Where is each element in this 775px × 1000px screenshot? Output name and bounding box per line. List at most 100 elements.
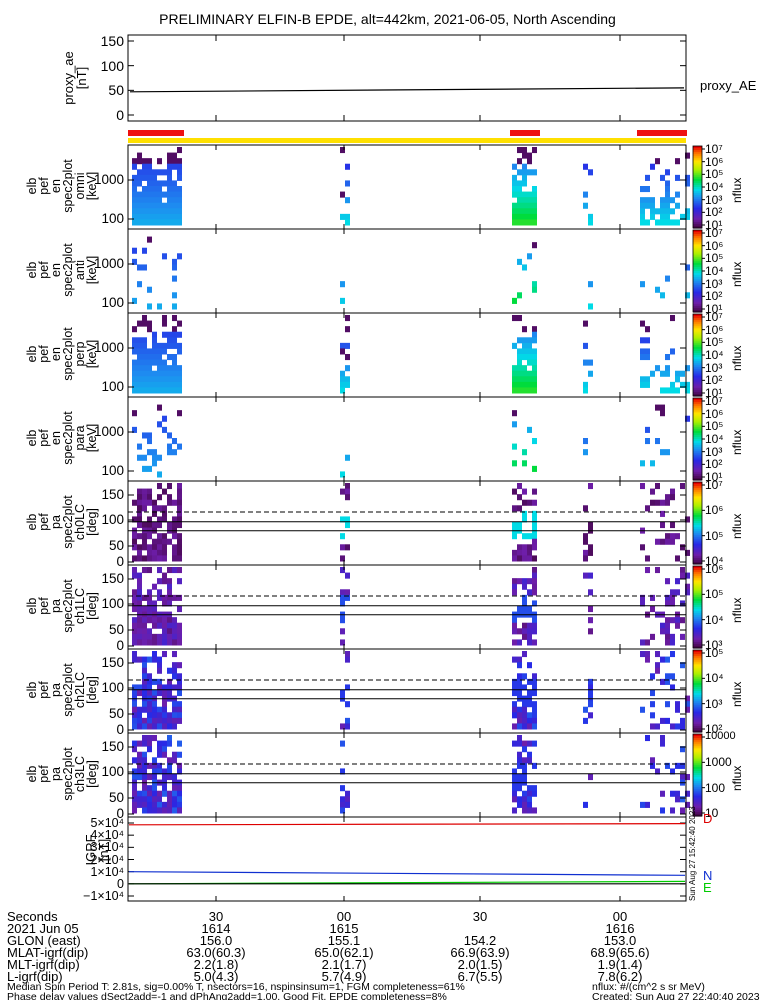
spectrogram-cell <box>147 746 152 753</box>
spectrogram-cell <box>162 746 167 753</box>
colorbar-segment <box>693 289 702 293</box>
spectrogram-cell <box>132 538 137 545</box>
spectrogram-cell <box>132 633 137 640</box>
spectrogram-cell <box>167 567 172 574</box>
footer-row-label: Seconds <box>7 909 58 924</box>
spectrogram-cell <box>162 690 167 697</box>
colorbar-segment <box>693 348 702 352</box>
spectrogram-cell <box>147 589 152 596</box>
spectrogram-cell <box>142 757 147 764</box>
spectrogram-cell <box>177 701 182 708</box>
spectrogram-cell <box>650 723 655 730</box>
spectrogram-cell <box>132 567 137 574</box>
spectrogram-cell <box>132 158 137 165</box>
spectrogram-cell <box>670 387 675 394</box>
spectrogram-cell <box>152 180 157 187</box>
spectrogram-cell <box>640 706 645 713</box>
spectrogram-cell <box>670 768 675 775</box>
spectrogram-cell <box>132 785 137 792</box>
colorbar-segment <box>693 791 702 795</box>
spectrogram-cell <box>532 186 537 193</box>
colorbar-segment <box>693 645 702 649</box>
colorbar-segment <box>693 314 702 317</box>
spectrogram-cell <box>340 600 345 607</box>
spectrogram-cell <box>172 757 177 764</box>
colorbar-segment <box>693 602 702 606</box>
spectrogram-cell <box>345 651 350 658</box>
spectrogram-cell <box>137 740 142 747</box>
spectrogram-cell <box>167 717 172 724</box>
spectrogram-cell <box>665 678 670 685</box>
colorbar-tick-label: 10⁴ <box>705 348 724 362</box>
spectrogram-frame <box>127 144 687 230</box>
spectrogram-cell <box>142 432 147 439</box>
spectrogram-cell <box>157 801 162 808</box>
spectrogram-cell <box>517 656 522 663</box>
spectrogram-cell <box>685 387 690 394</box>
spectrogram-ylabel-line: [keV] <box>85 171 99 201</box>
colorbar-segment <box>693 408 702 411</box>
spectrogram-cell <box>167 768 172 775</box>
colorbar-segment <box>693 721 702 725</box>
colorbar-segment <box>693 713 702 717</box>
spectrogram-cell <box>650 208 655 215</box>
spectrogram-cell <box>522 622 527 629</box>
spectrogram-cell <box>142 522 147 529</box>
colorbar-segment <box>693 662 702 665</box>
spectrogram-cell <box>177 706 182 713</box>
spectrogram-cell <box>172 370 177 377</box>
colorbar-segment <box>693 180 702 184</box>
colorbar-segment <box>693 762 702 766</box>
spectrogram-cell <box>167 628 172 635</box>
spectrogram-cell <box>517 348 522 355</box>
spectrogram-cell <box>162 219 167 226</box>
spectrogram-cell <box>162 549 167 556</box>
spectrogram-cell <box>162 331 167 338</box>
colorbar-segment <box>693 539 702 543</box>
spectrogram-ytick-label: 150 <box>101 655 124 670</box>
spectrogram-cell <box>522 578 527 585</box>
spectrogram-cell <box>675 723 680 730</box>
colorbar-segment <box>693 650 702 653</box>
spectrogram-cell <box>340 639 345 646</box>
colorbar-segment <box>693 508 702 512</box>
colorbar-segment <box>693 529 702 532</box>
spectrogram-cell <box>522 796 527 803</box>
spectrogram-cell <box>132 258 137 265</box>
spectrogram-cell <box>152 197 157 204</box>
footer-value: 2.0(1.5) <box>457 957 503 972</box>
spectrogram-cell <box>512 365 517 372</box>
colorbar-segment <box>693 631 702 635</box>
footer-value: 7.8(6.2) <box>597 969 643 984</box>
spectrogram-cell <box>137 381 142 388</box>
spectrogram-cell <box>142 678 147 685</box>
spectrogram-cell <box>137 197 142 204</box>
spectrogram-cell <box>132 197 137 204</box>
spectrogram-cell <box>147 516 152 523</box>
spectrogram-cell <box>157 790 162 797</box>
colorbar-segment <box>693 254 702 258</box>
spectrogram-cell <box>147 208 152 215</box>
colorbar-label: nflux <box>730 261 744 287</box>
colorbar-segment <box>693 303 702 307</box>
spectrogram-cell <box>340 567 345 574</box>
spectrogram-cell <box>345 684 350 691</box>
spectrogram-cell <box>527 348 532 355</box>
spectrogram-cell <box>167 208 172 215</box>
spectrogram-cell <box>172 438 177 445</box>
spectrogram-cell <box>157 717 162 724</box>
spectrogram-cell <box>157 348 162 355</box>
spectrogram-cell <box>588 572 593 579</box>
spectrogram-cell <box>157 494 162 501</box>
spectrogram-cell <box>142 320 147 327</box>
spectrogram-cell <box>137 600 142 607</box>
spectrogram-cell <box>157 662 162 669</box>
spectrogram-cell <box>588 549 593 556</box>
spectrogram-cell <box>340 617 345 624</box>
colorbar-segment <box>693 557 702 561</box>
figure-title: PRELIMINARY ELFIN-B EPDE, alt=442km, 202… <box>159 11 616 27</box>
spectrogram-cell <box>522 342 527 349</box>
spectrogram-cell <box>588 169 593 176</box>
colorbar-segment <box>693 197 702 200</box>
spectrogram-cell <box>177 549 182 556</box>
